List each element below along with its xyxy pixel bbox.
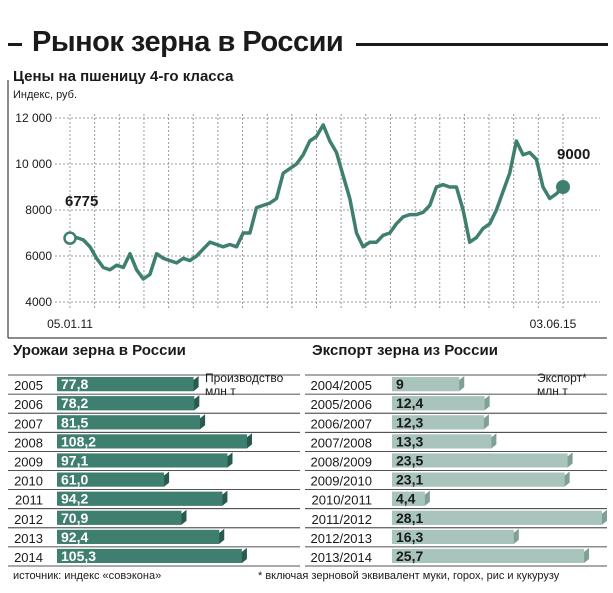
bar — [392, 529, 514, 544]
category-label: 2012 — [14, 512, 43, 527]
x-tick-label: 03.06.15 — [530, 317, 577, 331]
bar — [392, 472, 565, 487]
bar-value-label: 105,3 — [61, 548, 96, 564]
page-title: Рынок зерна в России — [32, 26, 344, 58]
category-label: 2004/2005 — [311, 378, 372, 393]
bar-value-label: 16,3 — [396, 529, 423, 545]
price-chart-ylabel: Индекс, руб. — [13, 89, 78, 101]
category-label: 2011 — [15, 493, 43, 508]
category-label: 2009 — [14, 455, 43, 470]
bar — [57, 453, 228, 468]
y-tick-label: 8000 — [25, 203, 52, 217]
bar-value-label: 97,1 — [61, 453, 88, 469]
start-point-marker — [63, 231, 77, 245]
category-label: 2010 — [14, 474, 43, 489]
y-tick-label: 4000 — [25, 295, 52, 309]
category-label: 2013 — [14, 531, 43, 546]
bar-value-label: 12,4 — [396, 395, 423, 411]
bar-value-label: 12,3 — [396, 414, 423, 430]
source-note: источник: индекс «совэкона» — [13, 570, 162, 582]
start-value-label: 6775 — [65, 193, 98, 210]
category-label: 2008 — [14, 435, 43, 450]
bar-value-label: 108,2 — [61, 433, 96, 449]
bar — [392, 396, 485, 411]
bar-value-label: 4,4 — [396, 491, 416, 507]
bar-value-label: 70,9 — [61, 510, 88, 526]
bar — [57, 472, 165, 487]
bar-value-label: 61,0 — [61, 472, 88, 488]
bar-value-label: 78,2 — [61, 395, 88, 411]
y-tick-label: 10 000 — [15, 157, 52, 171]
bar-value-label: 9 — [396, 376, 404, 392]
price-chart-title: Цены на пшеницу 4-го класса — [13, 68, 234, 85]
bar — [57, 491, 223, 506]
bar — [392, 453, 568, 468]
title-backdrop — [22, 22, 356, 66]
bar-value-label: 92,4 — [61, 529, 88, 545]
bar — [57, 377, 194, 392]
category-label: 2008/2009 — [311, 455, 372, 470]
bar — [392, 415, 484, 430]
bar — [57, 529, 220, 544]
category-label: 2005 — [14, 378, 43, 393]
category-label: 2006/2007 — [311, 416, 372, 431]
category-label: 2006 — [14, 397, 43, 412]
category-label: 2014 — [14, 550, 43, 565]
bar-value-label: 81,5 — [61, 414, 88, 430]
harvest-chart-title: Урожаи зерна в России — [13, 342, 186, 359]
bar-value-label: 77,8 — [61, 376, 88, 392]
category-label: 2005/2006 — [311, 397, 372, 412]
bar — [57, 548, 242, 563]
bar — [392, 548, 585, 563]
y-tick-label: 12 000 — [15, 111, 52, 125]
price-series-line — [68, 123, 565, 281]
bar — [57, 434, 247, 449]
category-label: 2009/2010 — [311, 474, 372, 489]
end-value-label: 9000 — [557, 146, 590, 163]
category-label: 2010/2011 — [312, 493, 373, 508]
category-label: 2011/2012 — [312, 512, 373, 527]
bar — [57, 510, 182, 525]
bar — [57, 415, 201, 430]
bar — [392, 510, 602, 525]
bar — [392, 434, 492, 449]
x-tick-label: 05.01.11 — [47, 317, 93, 331]
bar — [392, 491, 425, 506]
bar-value-label: 25,7 — [396, 548, 423, 564]
footnote: * включая зерновой эквивалент муки, горо… — [258, 570, 560, 582]
bar-value-label: 28,1 — [396, 510, 423, 526]
export-chart-title: Экспорт зерна из России — [312, 342, 498, 359]
bar — [57, 396, 195, 411]
end-point-marker — [556, 180, 570, 194]
bar-value-label: 23,1 — [396, 472, 423, 488]
y-tick-label: 6000 — [25, 249, 52, 263]
category-label: 2007 — [14, 416, 43, 431]
category-label: 2007/2008 — [311, 435, 372, 450]
price-chart: 4000 6000 8000 10 000 12 000 05.01.11 03.06.15… — [7, 80, 607, 339]
title-bar: Рынок зерна в России — [8, 22, 608, 66]
category-label: 2012/2013 — [311, 531, 372, 546]
bar-value-label: 13,3 — [396, 433, 423, 449]
bar-value-label: 23,5 — [396, 453, 423, 469]
category-label: 2013/2014 — [311, 550, 372, 565]
bar-value-label: 94,2 — [61, 491, 88, 507]
bar — [392, 377, 460, 392]
